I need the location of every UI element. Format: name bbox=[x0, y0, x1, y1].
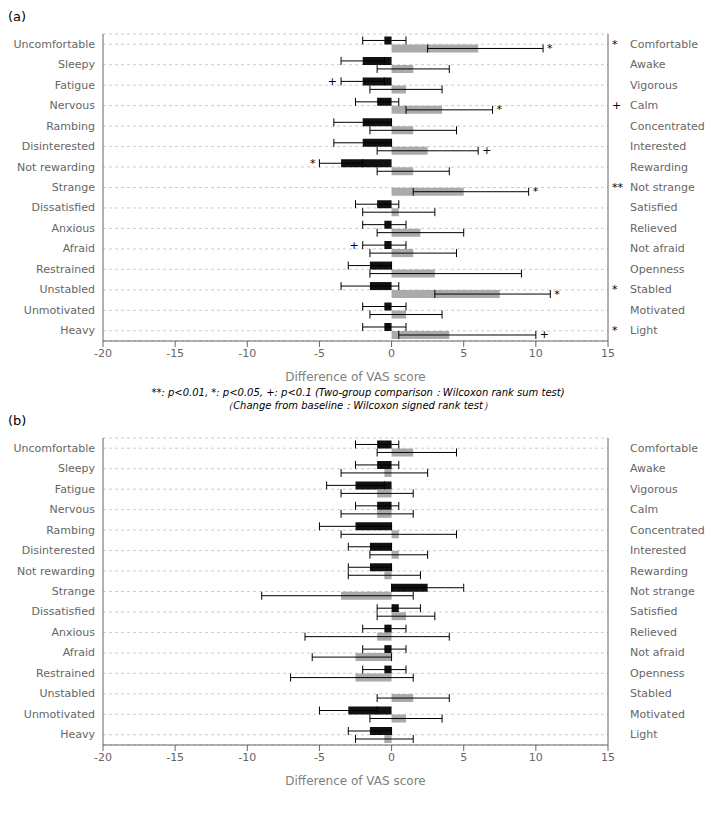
svg-text:Unmotivated: Unmotivated bbox=[24, 304, 95, 317]
svg-text:Awake: Awake bbox=[630, 58, 666, 71]
svg-text:0: 0 bbox=[388, 347, 395, 360]
svg-text:Awake: Awake bbox=[630, 462, 666, 475]
svg-text:-5: -5 bbox=[314, 751, 325, 764]
svg-text:Unmotivated: Unmotivated bbox=[24, 708, 95, 721]
svg-text:15: 15 bbox=[601, 347, 615, 360]
svg-text:Sleepy: Sleepy bbox=[58, 58, 96, 71]
svg-text:Comfortable: Comfortable bbox=[630, 442, 698, 455]
svg-text:Dissatisfied: Dissatisfied bbox=[31, 201, 95, 214]
svg-text:Light: Light bbox=[630, 728, 658, 741]
svg-text:Not strange: Not strange bbox=[630, 585, 695, 598]
svg-text:Restrained: Restrained bbox=[36, 263, 95, 276]
svg-text:+: + bbox=[328, 75, 337, 88]
svg-text:-5: -5 bbox=[314, 347, 325, 360]
svg-text:*: * bbox=[554, 288, 560, 301]
svg-text:Dissatisfied: Dissatisfied bbox=[31, 605, 95, 618]
svg-text:Unstabled: Unstabled bbox=[39, 283, 95, 296]
svg-text:Sleepy: Sleepy bbox=[58, 462, 96, 475]
svg-text:10: 10 bbox=[529, 751, 543, 764]
svg-text:Stabled: Stabled bbox=[630, 283, 672, 296]
html-text:(b): (b) bbox=[8, 413, 27, 428]
svg-text:-15: -15 bbox=[166, 751, 184, 764]
svg-text:10: 10 bbox=[529, 347, 543, 360]
svg-text:Fatigue: Fatigue bbox=[55, 79, 95, 92]
svg-text:Vigorous: Vigorous bbox=[630, 483, 678, 496]
svg-text:Strange: Strange bbox=[52, 181, 96, 194]
svg-text:Uncomfortable: Uncomfortable bbox=[13, 38, 95, 51]
svg-text:*: * bbox=[310, 157, 316, 170]
svg-text:Relieved: Relieved bbox=[630, 222, 677, 235]
svg-text:Unstabled: Unstabled bbox=[39, 687, 95, 700]
svg-text:Stabled: Stabled bbox=[630, 687, 672, 700]
svg-text:5: 5 bbox=[460, 751, 467, 764]
svg-text:15: 15 bbox=[601, 751, 615, 764]
html-text:**: p<0.01, *: p<0.05, +: p<0.: **: p<0.01, *: p<0.05, +: p<0.1 (Two-gro… bbox=[151, 387, 565, 398]
svg-text:-20: -20 bbox=[94, 347, 112, 360]
svg-text:Not strange: Not strange bbox=[630, 181, 695, 194]
svg-text:Not afraid: Not afraid bbox=[630, 242, 685, 255]
svg-text:+: + bbox=[482, 144, 491, 157]
svg-text:Vigorous: Vigorous bbox=[630, 79, 678, 92]
svg-text:5: 5 bbox=[460, 347, 467, 360]
svg-text:Rambing: Rambing bbox=[46, 524, 95, 537]
svg-text:*: * bbox=[497, 103, 503, 116]
svg-text:Openness: Openness bbox=[630, 263, 685, 276]
svg-text:**: ** bbox=[612, 181, 624, 194]
svg-text:Difference of VAS score: Difference of VAS score bbox=[285, 370, 425, 384]
svg-text:Concentrated: Concentrated bbox=[630, 524, 705, 537]
svg-text:Rambing: Rambing bbox=[46, 120, 95, 133]
svg-text:Nervous: Nervous bbox=[50, 503, 96, 516]
svg-text:*: * bbox=[612, 324, 618, 337]
svg-text:Disinterested: Disinterested bbox=[22, 140, 95, 153]
svg-text:*: * bbox=[547, 42, 553, 55]
svg-text:Satisfied: Satisfied bbox=[630, 201, 678, 214]
svg-text:Concentrated: Concentrated bbox=[630, 120, 705, 133]
svg-text:Fatigue: Fatigue bbox=[55, 483, 95, 496]
svg-text:Uncomfortable: Uncomfortable bbox=[13, 442, 95, 455]
svg-text:-20: -20 bbox=[94, 751, 112, 764]
svg-text:Anxious: Anxious bbox=[52, 222, 96, 235]
svg-text:Heavy: Heavy bbox=[60, 324, 95, 337]
svg-text:Disinterested: Disinterested bbox=[22, 544, 95, 557]
svg-text:Not rewarding: Not rewarding bbox=[17, 565, 95, 578]
svg-text:0: 0 bbox=[388, 751, 395, 764]
svg-text:Afraid: Afraid bbox=[63, 646, 95, 659]
svg-text:Calm: Calm bbox=[630, 503, 658, 516]
svg-text:Openness: Openness bbox=[630, 667, 685, 680]
svg-text:Heavy: Heavy bbox=[60, 728, 95, 741]
svg-text:+: + bbox=[349, 239, 358, 252]
svg-text:Calm: Calm bbox=[630, 99, 658, 112]
svg-text:*: * bbox=[612, 283, 618, 296]
svg-text:+: + bbox=[612, 99, 621, 112]
svg-text:-10: -10 bbox=[238, 347, 256, 360]
svg-text:Rewarding: Rewarding bbox=[630, 565, 688, 578]
svg-text:Rewarding: Rewarding bbox=[630, 161, 688, 174]
svg-text:Afraid: Afraid bbox=[63, 242, 95, 255]
svg-text:Relieved: Relieved bbox=[630, 626, 677, 639]
html-text:（Change from baseline：Wilcoxon: （Change from baseline：Wilcoxon signed ra… bbox=[223, 400, 493, 411]
svg-text:Not rewarding: Not rewarding bbox=[17, 161, 95, 174]
svg-text:Interested: Interested bbox=[630, 544, 686, 557]
svg-text:Interested: Interested bbox=[630, 140, 686, 153]
svg-text:Comfortable: Comfortable bbox=[630, 38, 698, 51]
svg-text:+: + bbox=[540, 328, 549, 341]
svg-text:Difference of VAS score: Difference of VAS score bbox=[285, 774, 425, 788]
svg-text:-15: -15 bbox=[166, 347, 184, 360]
svg-text:*: * bbox=[533, 185, 539, 198]
svg-text:Strange: Strange bbox=[52, 585, 96, 598]
svg-text:Anxious: Anxious bbox=[52, 626, 96, 639]
svg-text:Motivated: Motivated bbox=[630, 304, 685, 317]
svg-text:Motivated: Motivated bbox=[630, 708, 685, 721]
svg-text:Not afraid: Not afraid bbox=[630, 646, 685, 659]
svg-text:Satisfied: Satisfied bbox=[630, 605, 678, 618]
svg-text:Restrained: Restrained bbox=[36, 667, 95, 680]
svg-text:Light: Light bbox=[630, 324, 658, 337]
svg-text:Nervous: Nervous bbox=[50, 99, 96, 112]
svg-text:*: * bbox=[612, 38, 618, 51]
svg-text:-10: -10 bbox=[238, 751, 256, 764]
html-text:(a): (a) bbox=[8, 9, 27, 24]
